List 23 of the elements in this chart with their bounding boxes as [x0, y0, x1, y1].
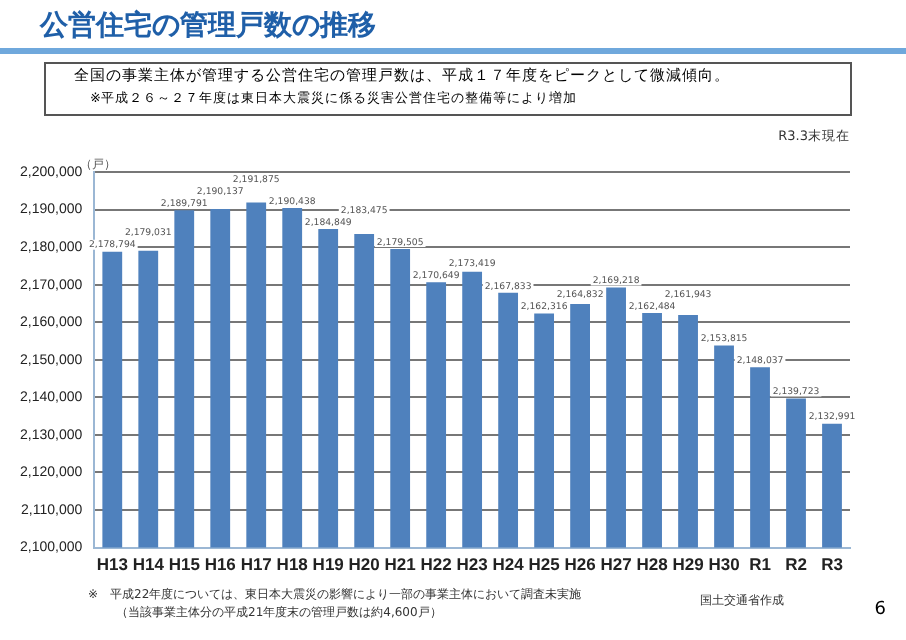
x-tick-label: H23: [456, 554, 489, 575]
x-tick-label: R2: [785, 554, 808, 575]
chart-title: 公営住宅の管理戸数の推移: [40, 8, 376, 44]
x-tick-label: H30: [708, 554, 741, 575]
x-tick-label: H28: [636, 554, 669, 575]
text: 6: [874, 600, 886, 620]
x-tick-label: H14: [132, 554, 165, 575]
x-tick-label: H21: [384, 554, 417, 575]
x-tick-label: H24: [492, 554, 525, 575]
x-tick-label: R1: [749, 554, 772, 575]
x-tick-label: H20: [348, 554, 381, 575]
x-tick-label: H16: [204, 554, 237, 575]
x-tick-label: H19: [312, 554, 345, 575]
x-tick-label: H22: [420, 554, 453, 575]
x-tick-label: H27: [600, 554, 633, 575]
x-tick-label: H25: [528, 554, 561, 575]
x-tick-label: H26: [564, 554, 597, 575]
x-tick-label: H18: [276, 554, 309, 575]
x-tick-label: H13: [96, 554, 129, 575]
x-tick-label: H17: [240, 554, 273, 575]
x-tick-label: H15: [168, 554, 201, 575]
x-tick-label: H29: [672, 554, 705, 575]
x-tick-label: R3: [821, 554, 844, 575]
